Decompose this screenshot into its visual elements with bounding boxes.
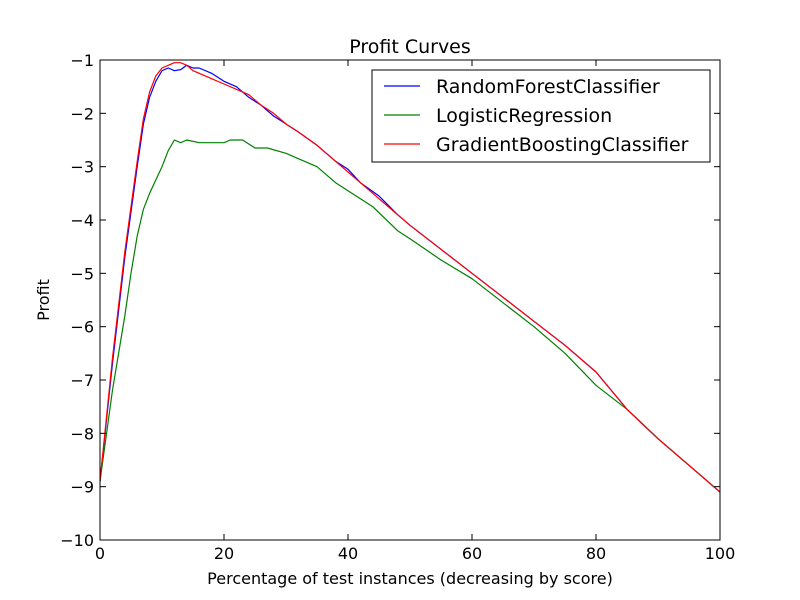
- x-tick-label: 100: [705, 544, 736, 563]
- legend-box: [371, 69, 711, 163]
- y-tick-label: −1: [70, 51, 94, 70]
- x-tick-label: 0: [95, 544, 105, 563]
- legend-label-0: RandomForestClassifier: [436, 76, 660, 98]
- y-tick-label: −7: [70, 371, 94, 390]
- y-axis-label: Profit: [34, 279, 53, 321]
- y-tick-label: −6: [70, 318, 94, 337]
- x-axis-label: Percentage of test instances (decreasing…: [207, 569, 613, 588]
- chart-title: Profit Curves: [349, 36, 471, 58]
- y-tick-label: −4: [70, 211, 94, 230]
- series-line-2: [100, 62, 720, 493]
- plot-lines: [100, 62, 720, 493]
- y-tick-label: −8: [70, 424, 94, 443]
- series-line-1: [100, 139, 720, 493]
- y-tick-label: −9: [70, 478, 94, 497]
- axis-ticks: 0 20 40 60 80 100 −10 −9 −8 −7 −6 −5 −4 −3 −2 −1: [60, 51, 735, 563]
- y-tick-label: −5: [70, 264, 94, 283]
- y-tick-label: −3: [70, 158, 94, 177]
- x-tick-label: 60: [462, 544, 482, 563]
- legend: RandomForestClassifier LogisticRegression…: [371, 69, 711, 163]
- y-tick-label: −10: [60, 531, 94, 550]
- x-tick-label: 40: [338, 544, 358, 563]
- x-tick-label: 20: [214, 544, 234, 563]
- y-tick-label: −2: [70, 104, 94, 123]
- legend-label-1: LogisticRegression: [436, 105, 612, 127]
- legend-label-2: GradientBoostingClassifier: [436, 134, 689, 156]
- x-tick-label: 80: [586, 544, 606, 563]
- plot-frame: [99, 59, 721, 541]
